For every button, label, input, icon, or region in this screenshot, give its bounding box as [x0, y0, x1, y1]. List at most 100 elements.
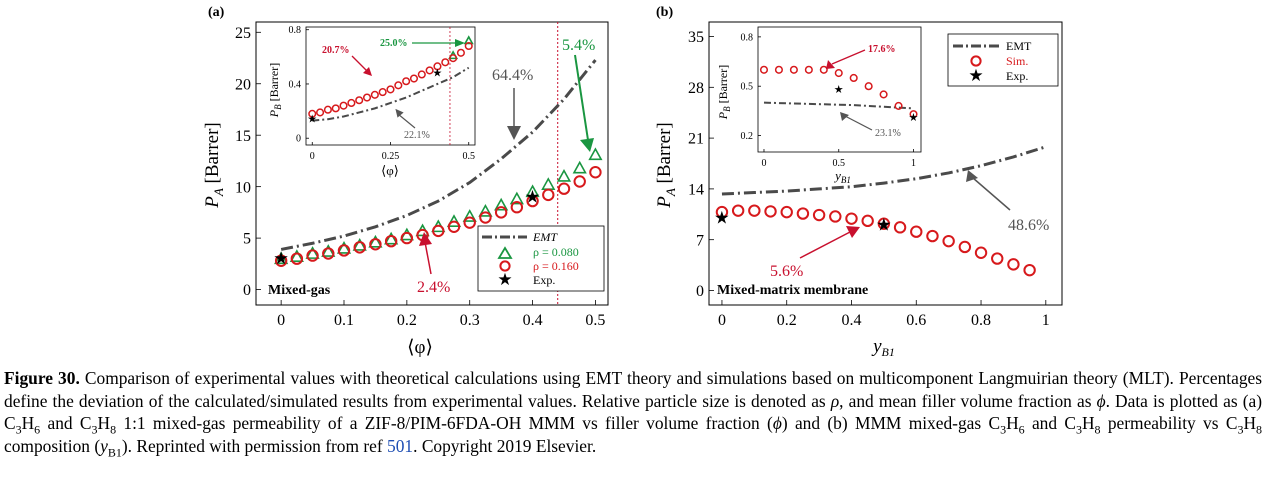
x-tick-label: 0.5 [833, 158, 846, 169]
y-tick-label: 0.2 [741, 131, 754, 142]
circle-point [542, 188, 555, 202]
legend-exp-label: Exp. [533, 273, 555, 287]
panel-a-tag: Mixed-gas [268, 283, 331, 298]
circle-point [425, 66, 434, 75]
triangle-point [446, 214, 462, 228]
x-tick-label: 0.6 [906, 312, 926, 329]
emt-line [312, 66, 470, 122]
emt-line [763, 101, 914, 110]
circle-point [394, 81, 403, 90]
circle-point [409, 74, 419, 83]
x-tick-label: 0.5 [585, 312, 605, 329]
panel-a-inset-green-annotation: 25.0% [380, 38, 408, 49]
panel-b-xlabel: yB1 [871, 336, 895, 359]
triangle-point [305, 246, 320, 259]
x-tick-label: 0.2 [777, 312, 797, 329]
circle-point [804, 65, 813, 74]
circle-point [456, 48, 465, 57]
triangle-point [462, 209, 477, 222]
triangle-point [572, 160, 587, 174]
circle-point [402, 77, 411, 86]
x-tick-label: 0.1 [334, 312, 354, 329]
circle-point [748, 204, 761, 217]
x-tick-label: 1 [911, 158, 916, 169]
y-tick-label: 0 [696, 283, 704, 300]
circle-point [449, 54, 458, 63]
x-tick-label: 0 [761, 158, 766, 169]
circle-point [355, 96, 364, 105]
triangle-point [384, 231, 399, 245]
x-tick-label: 0.4 [523, 312, 543, 329]
panel-a-green-annotation: 5.4% [562, 37, 595, 54]
panel-a-inset-red-annotation: 20.7% [322, 45, 350, 56]
circle-point [893, 221, 907, 234]
panel-b-red-annotation: 5.6% [770, 263, 803, 280]
circle-point [331, 104, 340, 113]
circle-point [991, 252, 1004, 265]
circle-point [958, 240, 972, 254]
panel-b-legend: EMT Sim. ★ Exp. [947, 33, 1059, 87]
panel-b-label: (b) [656, 5, 673, 20]
circle-point [378, 88, 387, 97]
y-tick-label: 28 [688, 80, 704, 97]
panel-a-red-arrowhead [419, 232, 432, 246]
emt-line [280, 59, 597, 251]
panel-b-inset-emt-annotation: 23.1% [875, 128, 901, 139]
panel-a: (a) ★ ★ 0 0.1 0.2 0.3 0.4 0.5 0 5 10 15 20 25 ⟨φ⟩ PA… [202, 5, 609, 358]
circle-point [774, 65, 783, 74]
circle-point [494, 206, 508, 219]
circle-point [877, 217, 891, 230]
panel-a-inset-xlabel: ⟨φ⟩ [381, 163, 399, 178]
figure-caption: Figure 30. Comparison of experimental va… [4, 368, 1263, 460]
y-tick-label: 0 [243, 282, 251, 299]
panel-b-inset-ylabel: PB [Barrer] [716, 65, 732, 120]
circle-point [942, 234, 955, 248]
circle-point [384, 234, 398, 248]
circle-point [764, 205, 777, 218]
star-point: ★ [876, 215, 892, 235]
circle-point [845, 212, 858, 225]
x-tick-label: 1 [1042, 312, 1050, 329]
circle-point [812, 208, 826, 222]
y-tick-label: 35 [688, 29, 704, 46]
circle-point [759, 65, 769, 74]
circle-point [1023, 263, 1036, 277]
legend-rho160-label: ρ = 0.160 [533, 259, 579, 273]
legend-b-exp-label: Exp. [1006, 69, 1028, 83]
circle-point [894, 101, 903, 110]
circle-point [819, 65, 828, 74]
x-tick-label: 0.8 [971, 312, 991, 329]
circle-point [557, 182, 571, 195]
panel-a-green-arrowhead [580, 138, 594, 152]
circle-point [479, 211, 492, 224]
panel-a-legend: EMT ρ = 0.080 ρ = 0.160 ★ Exp. [477, 225, 605, 292]
star-point: ★ [834, 84, 844, 96]
triangle-point [368, 234, 383, 248]
legend-exp-swatch: ★ [497, 270, 512, 289]
triangle-point [588, 147, 603, 161]
y-tick-label: 25 [235, 25, 251, 42]
x-tick-label: 0.4 [841, 312, 861, 329]
panel-a-ticks: 0 0.1 0.2 0.3 0.4 0.5 0 5 10 15 20 25 [235, 25, 605, 329]
reference-link[interactable]: 501 [387, 435, 414, 456]
panel-a-inset: ★ ★ 0 0.25 0.5 0 0.4 0.8 ⟨φ⟩ PB [Barrer] 20.7%… [267, 25, 476, 178]
legend-b-emt-label: EMT [1006, 39, 1032, 53]
circle-point [447, 220, 461, 233]
panel-b-ylabel: PA [Barrer] [654, 122, 678, 209]
y-tick-label: 0.8 [741, 32, 754, 43]
star-point: ★ [908, 112, 918, 124]
panel-b-inset-red-annotation: 17.6% [868, 44, 896, 55]
y-tick-label: 5 [243, 231, 251, 248]
x-tick-label: 0.5 [462, 151, 475, 162]
circle-point [526, 194, 539, 208]
circle-point [573, 175, 586, 188]
circle-point [910, 225, 923, 238]
circle-point [589, 166, 602, 179]
circle-point [510, 201, 524, 214]
panel-a-label: (a) [208, 5, 225, 20]
triangle-point [556, 168, 572, 182]
panel-a-xlabel: ⟨φ⟩ [407, 337, 433, 358]
x-tick-label: 0.3 [460, 312, 480, 329]
panel-a-red-annotation: 2.4% [417, 279, 450, 296]
